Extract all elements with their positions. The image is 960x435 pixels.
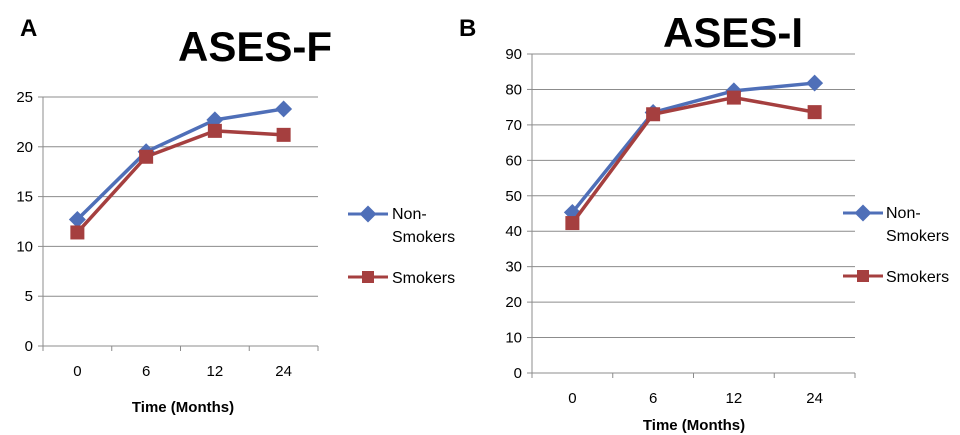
axes	[527, 53, 856, 378]
legend-entry-non-smokers: Non- Smokers	[843, 204, 949, 245]
data-point-smokers	[207, 123, 222, 138]
legend: Non- Smokers Smokers	[348, 205, 455, 287]
data-point-smokers	[807, 105, 822, 120]
data-point-smokers	[726, 90, 741, 105]
x-tick-label: 24	[275, 363, 292, 380]
data-point-smokers	[70, 225, 85, 240]
legend-label-line-1: Non-	[886, 205, 921, 222]
series-line-smokers	[76, 129, 284, 234]
y-tick-label: 25	[16, 89, 33, 106]
y-tick-label: 20	[505, 294, 522, 311]
legend-label-non-smokers: Non- Smokers	[392, 206, 455, 246]
grid	[532, 53, 855, 339]
chart-title: ASES-I	[663, 9, 803, 56]
series-line-non-smokers	[76, 107, 284, 221]
x-tick-label: 12	[726, 390, 743, 407]
series-group	[68, 100, 293, 240]
panel-label: A	[20, 15, 37, 42]
x-tick-label: 24	[806, 390, 823, 407]
legend-marker-non-smokers	[854, 204, 872, 222]
x-axis-label: Time (Months)	[132, 399, 234, 416]
y-tick-label: 10	[16, 238, 33, 255]
series-line-smokers	[570, 95, 815, 225]
data-point-smokers	[646, 107, 661, 122]
legend-label-line-2: Smokers	[392, 229, 455, 246]
x-axis-label: Time (Months)	[643, 417, 745, 434]
series-group	[563, 74, 824, 231]
y-tick-labels: 0 10 20 30 40 50 60 70 80 90	[505, 46, 522, 382]
data-point-smokers	[139, 149, 154, 164]
chart-panel-a: A ASES-F 0 5 10 15 20 25 0 6 12 24 Time (Months)…	[16, 15, 455, 416]
y-tick-label: 30	[505, 259, 522, 276]
legend-entry-non-smokers: Non- Smokers	[348, 205, 455, 246]
x-tick-label: 6	[142, 363, 150, 380]
legend-label-smokers: Smokers	[886, 269, 949, 286]
legend-label-non-smokers: Non- Smokers	[886, 205, 949, 245]
legend-label-smokers: Smokers	[392, 270, 455, 287]
axes	[38, 96, 319, 351]
legend-marker-smokers	[362, 271, 374, 283]
y-tick-label: 50	[505, 188, 522, 205]
legend-marker-non-smokers	[359, 205, 377, 223]
y-tick-label: 15	[16, 189, 33, 206]
grid	[43, 96, 318, 297]
y-tick-label: 70	[505, 117, 522, 134]
data-point-smokers	[276, 127, 291, 142]
legend-entry-smokers: Smokers	[348, 270, 455, 287]
y-tick-label: 10	[505, 330, 522, 347]
x-tick-label: 0	[73, 363, 81, 380]
data-point-smokers	[565, 216, 580, 231]
y-tick-label: 90	[505, 46, 522, 63]
x-tick-label: 12	[207, 363, 224, 380]
y-tick-label: 40	[505, 223, 522, 240]
y-tick-label: 20	[16, 139, 33, 156]
x-tick-labels: 0 6 12 24	[568, 390, 823, 407]
y-tick-label: 60	[505, 152, 522, 169]
legend-entry-smokers: Smokers	[843, 269, 949, 286]
panel-label: B	[459, 15, 476, 42]
y-tick-label: 0	[25, 338, 33, 355]
legend-label-line-1: Non-	[392, 206, 427, 223]
data-point-non-smokers	[68, 211, 86, 228]
y-tick-label: 5	[25, 288, 33, 305]
legend-marker-smokers	[857, 270, 869, 282]
y-tick-label: 0	[514, 365, 522, 382]
chart-title: ASES-F	[178, 23, 332, 70]
data-point-non-smokers	[806, 74, 824, 92]
x-tick-labels: 0 6 12 24	[73, 363, 292, 380]
series-line-non-smokers	[571, 81, 815, 214]
legend: Non- Smokers Smokers	[843, 204, 949, 286]
legend-label-line-2: Smokers	[886, 228, 949, 245]
x-tick-label: 6	[649, 390, 657, 407]
y-tick-label: 80	[505, 81, 522, 98]
chart-panel-b: B ASES-I 0 10 20 30 40 50 60 70 80 90 0 6 12 24 Time…	[459, 9, 949, 434]
data-point-non-smokers	[275, 100, 293, 118]
y-tick-labels: 0 5 10 15 20 25	[16, 89, 33, 355]
x-tick-label: 0	[568, 390, 576, 407]
